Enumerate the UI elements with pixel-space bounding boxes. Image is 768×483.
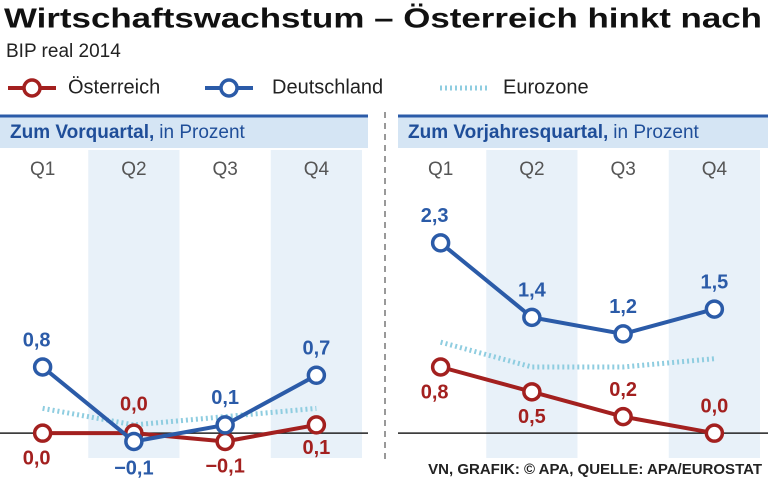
point	[124, 431, 144, 452]
column-stripe	[88, 150, 180, 458]
data-label: 0,7	[302, 338, 330, 360]
panel-unit: in Prozent	[613, 122, 699, 143]
point	[32, 357, 53, 377]
legend-marker	[22, 78, 42, 98]
point	[522, 307, 542, 328]
chart-title: Wirtschaftswachstum – Österreich hinkt n…	[4, 2, 762, 33]
x-tick-label: Q3	[212, 159, 237, 180]
panel-title: Zum Vorjahresquartal, in Prozent	[408, 122, 700, 143]
data-label: 1,2	[609, 296, 637, 318]
point	[613, 324, 633, 344]
column-stripe	[270, 150, 362, 458]
legend-label: Deutschland	[272, 76, 383, 98]
data-label: 1,5	[700, 271, 728, 293]
panel-unit: in Prozent	[159, 122, 245, 143]
x-tick-label: Q1	[30, 159, 55, 180]
point	[613, 406, 633, 427]
data-label: 1,4	[518, 280, 547, 302]
chart-subtitle: BIP real 2014	[6, 41, 121, 62]
point	[430, 233, 451, 253]
column-stripe	[486, 150, 578, 458]
data-label: −0,1	[114, 458, 153, 480]
panel-title-bold: Zum Vorjahresquartal,	[408, 122, 608, 143]
source-note: VN, GRAFIK: © APA, QUELLE: APA/EUROSTAT	[428, 461, 762, 478]
panel: Zum Vorquartal, in Prozent Q1 Q2 Q3 Q4 0,0 0,0 −…	[0, 114, 368, 480]
series-line	[42, 422, 317, 444]
point	[215, 431, 235, 452]
x-tick-label: Q4	[304, 159, 330, 180]
point	[306, 365, 327, 386]
series-line	[440, 365, 715, 436]
data-label: 0,8	[23, 329, 51, 351]
series-line	[41, 365, 318, 444]
x-tick-label: Q1	[428, 159, 453, 180]
point	[430, 357, 451, 377]
point	[215, 415, 235, 435]
panel-header	[0, 116, 368, 148]
point	[32, 423, 53, 443]
data-label: −0,1	[205, 456, 244, 478]
data-label: 0,2	[609, 379, 637, 401]
data-label: 0,0	[120, 393, 148, 415]
panel: Zum Vorjahresquartal, in Prozent Q1 Q2 Q3 Q4 0…	[398, 114, 768, 458]
data-label: 0,1	[211, 387, 239, 409]
data-label: 0,5	[518, 406, 546, 428]
point	[522, 382, 542, 402]
panel-title: Zum Vorquartal, in Prozent	[10, 122, 246, 143]
legend-label: Eurozone	[503, 76, 589, 98]
panel-title-bold: Zum Vorquartal,	[10, 122, 154, 143]
legend-label: Österreich	[68, 76, 160, 98]
point	[704, 299, 725, 319]
point	[704, 423, 725, 443]
x-tick-label: Q3	[610, 159, 635, 180]
x-tick-label: Q2	[519, 159, 544, 180]
legend-marker	[219, 78, 239, 98]
data-label: 0,0	[23, 447, 51, 469]
x-tick-label: Q2	[121, 159, 146, 180]
x-tick-label: Q4	[702, 159, 728, 180]
data-label: 2,3	[421, 205, 449, 227]
data-label: 0,1	[302, 437, 330, 459]
series-line	[439, 339, 715, 370]
panel-header	[398, 116, 768, 148]
data-label: 0,0	[700, 395, 728, 417]
series-line	[439, 241, 715, 336]
point	[306, 415, 327, 435]
series-line	[42, 405, 317, 428]
data-label: 0,8	[421, 381, 449, 403]
